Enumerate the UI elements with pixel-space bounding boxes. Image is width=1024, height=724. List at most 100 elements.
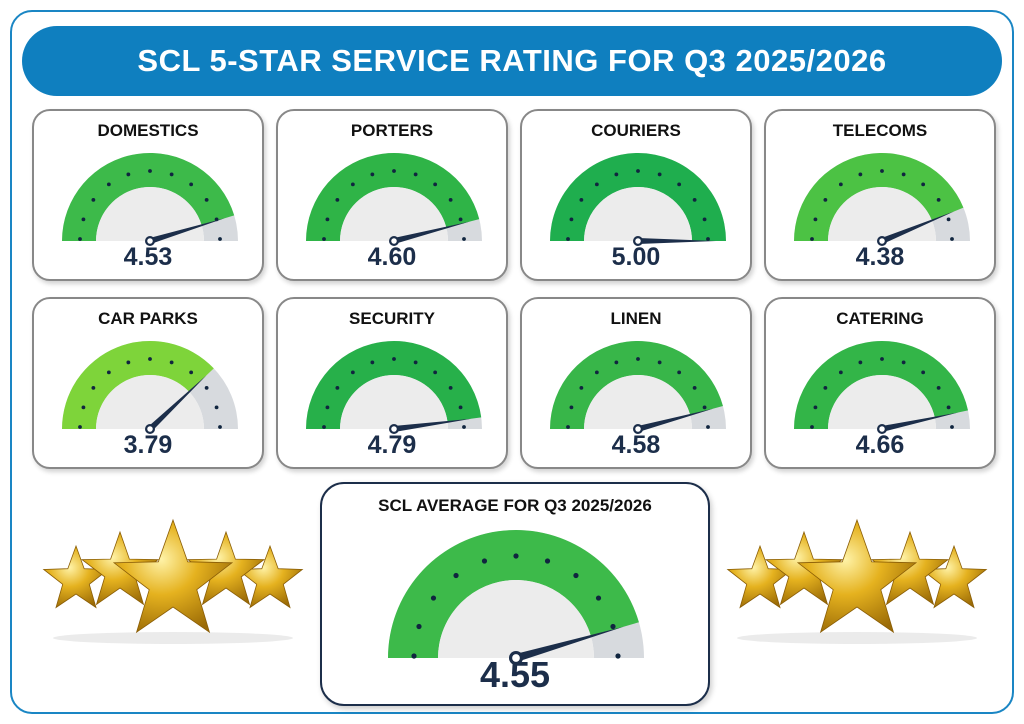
gauge-tick-dot [838,370,843,375]
gauge-needle [393,418,472,432]
gauge-value-arc [62,152,235,241]
gauge-tick-dot [579,197,584,202]
gauge-tick-dot [610,623,616,630]
gauge-tick-dot [325,217,330,222]
gauge-needle [637,408,714,432]
rating-card-linen: LINEN 4.58 [520,297,752,469]
gauge-face [340,375,448,429]
gauge-hub-center [512,654,520,662]
gauge-tick-dot [936,385,941,390]
gauge-hub-center [147,426,153,432]
rating-card-porters: PORTERS 4.60 [276,109,508,281]
gauge-domestics [62,152,238,246]
gauge-tick-dot [823,197,828,202]
gauge-needle [393,221,470,244]
gauge-needle [638,238,716,244]
gauge-tick-dot [322,237,326,241]
gauge-face [96,187,204,241]
gauge-tick-dot [322,425,326,429]
gauge-tick-dot [858,360,863,365]
gauge-tick-dot [189,182,194,187]
gauge-tick-dot [462,425,466,429]
gauge-value-arc [388,530,639,658]
gauge-tick-dot [126,172,131,177]
gauge-tick-dot [566,425,570,429]
gauge-tick-dot [335,197,340,202]
gauge-tick-dot [692,197,697,202]
gauge-hub-center [391,426,397,432]
gauge-tick-dot [636,357,640,361]
gauge-tick-dot [481,558,488,564]
gauge-tick-dot [838,182,843,187]
gauge-face [96,375,204,429]
gauge-needle [880,211,955,244]
card-value: 5.00 [611,243,661,271]
gauge-tick-dot [573,572,579,579]
card-title: LINEN [610,309,662,328]
card-title: DOMESTICS [97,121,199,140]
gauge-hub-center [879,426,885,432]
gauge-tick-dot [921,182,926,187]
gauge-tick-dot [91,385,96,390]
gauge-tick-dot [513,553,519,559]
gauge-needle [147,375,207,432]
gauge-tick-dot [78,425,82,429]
gauge-tick-dot [636,169,640,173]
rating-card-security: SECURITY 4.79 [276,297,508,469]
card-value: 4.79 [367,431,417,459]
gauge-tick-dot [566,237,570,241]
gauge-tick-dot [430,595,437,601]
gauge-tick-dot [677,370,682,375]
gauge-tick-dot [544,558,551,564]
gauge-tick-dot [594,370,599,375]
gauge-tick-dot [106,182,111,187]
gauge-tick-dot [392,169,396,173]
gold-stars-right-icon [726,518,988,644]
gauge-tick-dot [579,385,584,390]
gauge-tick-dot [458,405,463,410]
gauge-hub-center [635,238,641,244]
gauge-tick-dot [91,197,96,202]
card-title: COURIERS [591,121,681,140]
card-value: 4.66 [855,431,905,459]
gauge-tick-dot [595,595,602,601]
gauge-average [388,530,644,665]
average-value: 4.55 [479,654,551,695]
gauge-tick-dot [462,237,466,241]
gauge-value-arc [62,341,214,429]
gauge-hub-center [391,238,397,244]
gauge-tick-dot [858,172,863,177]
gauge-tick-dot [350,182,355,187]
gauge-tick-dot [946,405,951,410]
star-shape [764,530,844,606]
gauge-tick-dot [458,217,463,222]
star-shadow [737,632,977,644]
gauge-tick-dot [706,425,710,429]
gauge-tick-dot [702,405,707,410]
gauge-tick-dot [453,572,459,579]
gauge-face [340,187,448,241]
gauge-car-parks [62,341,238,434]
gauge-tick-dot [148,169,152,173]
gauge-tick-dot [921,370,926,375]
gauge-tick-dot [392,357,396,361]
gauge-tick-dot [433,370,438,375]
gauge-tick-dot [169,360,174,365]
gauge-tick-dot [335,385,340,390]
gauge-tick-dot [657,360,662,365]
gauge-tick-dot [813,405,818,410]
card-value: 4.60 [367,243,417,271]
gauge-tick-dot [810,237,814,241]
gauge-tick-dot [569,405,574,410]
gauge-tick-dot [214,405,219,410]
gauge-tick-dot [692,385,697,390]
gauge-tick-dot [411,653,417,659]
gauge-tick-dot [813,217,818,222]
gauge-tick-dot [189,370,194,375]
gauge-tick-dot [370,360,375,365]
page-title: SCL 5-STAR SERVICE RATING FOR Q3 2025/20… [137,43,887,78]
gauge-tick-dot [433,182,438,187]
gauge-tick-dot [204,385,209,390]
gauge-tick-dot [823,385,828,390]
gauge-tick-dot [880,357,884,361]
